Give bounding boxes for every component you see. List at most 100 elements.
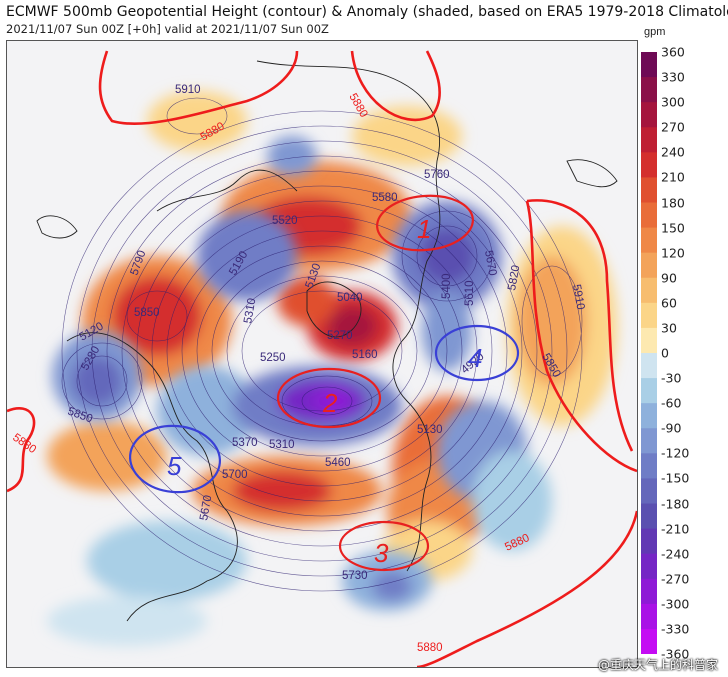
colorbar-cell: [641, 77, 657, 103]
ridge-line-east: [525, 200, 637, 473]
coastlines: [36, 60, 618, 622]
colorbar-tick-label: 150: [661, 220, 685, 236]
negative-anomaly-layer: [47, 136, 552, 646]
colorbar-tick-label: 0: [661, 345, 669, 361]
annotation-ellipse-2: [276, 367, 382, 429]
contour-label: 5400: [441, 273, 453, 299]
colorbar-tick-label: -60: [661, 395, 682, 411]
annotation-number-5: 5: [167, 451, 182, 481]
colorbar-tick-label: 30: [661, 320, 677, 336]
colorbar-cell: [641, 603, 657, 630]
annotation-ellipse-5: [128, 424, 222, 494]
annotation-number-3: 3: [374, 538, 389, 568]
contour-label: 5880: [417, 642, 443, 654]
contour-label: 5460: [325, 457, 351, 469]
colorbar-cell: [641, 578, 657, 605]
valid-time-subtitle: 2021/11/07 Sun 00Z [+0h] valid at 2021/1…: [6, 22, 329, 36]
colorbar-cell: [641, 277, 657, 304]
contour-label: 5310: [269, 439, 295, 451]
colorbar-cell: [641, 152, 657, 178]
annotation-ellipses: [128, 194, 520, 572]
contour-label: 5910: [175, 84, 201, 96]
polar-map: 5910 5880 5880 5880 5880 5880 5910 5760 …: [6, 40, 638, 668]
ridge-line-southeast: [416, 510, 637, 667]
ridge-line-east-outer: [526, 199, 634, 452]
colorbar-cell: [641, 302, 657, 329]
contour-label: 5760: [424, 169, 450, 181]
colorbar-cell: [641, 453, 657, 479]
contour-label: 5610: [464, 280, 476, 306]
contour-label: 5250: [260, 352, 286, 364]
colorbar-tick-label: -240: [661, 546, 690, 562]
colorbar-tick-label: -120: [661, 445, 690, 461]
contour-label: 5160: [352, 349, 378, 361]
colorbar-cell: [641, 177, 657, 203]
colorbar-tick-label: -180: [661, 496, 690, 511]
colorbar-tick-label: 360: [661, 44, 685, 60]
colorbar-unit: gpm: [644, 26, 666, 38]
contour-label: 5130: [417, 424, 443, 436]
colorbar-cell: [641, 127, 657, 153]
contour-label: 5700: [222, 469, 248, 481]
colorbar: [641, 52, 657, 654]
contour-label: 5370: [232, 437, 258, 449]
contour-label: 5310: [242, 297, 258, 324]
colorbar-cell: [641, 252, 657, 279]
contour-label: 5670: [198, 494, 214, 521]
annotation-numbers: 1 2 3 4 5: [167, 214, 482, 568]
colorbar-tick-label: 60: [661, 295, 677, 311]
colorbar-labels: 360 330 300 270 240 210 180 150 120 90 60 30 0 -30 -60…: [661, 45, 721, 662]
colorbar-tick-label: 120: [661, 245, 685, 261]
chart-title: ECMWF 500mb Geopotential Height (contour…: [6, 4, 728, 20]
watermark: @重庆天气上的科普家: [597, 658, 718, 672]
colorbar-tick-label: 90: [661, 270, 677, 286]
colorbar-tick-label: -270: [661, 571, 690, 587]
colorbar-tick-label: -330: [661, 621, 690, 637]
colorbar-tick-label: 300: [661, 94, 685, 110]
colorbar-cell: [641, 403, 657, 429]
contour-label: 5520: [272, 215, 298, 227]
colorbar-cell: [641, 102, 657, 128]
colorbar-cell: [641, 528, 657, 555]
colorbar-cell: [641, 628, 657, 654]
ridge-5880-lines: [7, 50, 637, 667]
colorbar-cell: [641, 52, 657, 78]
colorbar-tick-label: -90: [661, 420, 682, 436]
contour-label: 5270: [327, 330, 353, 342]
colorbar-cell: [641, 378, 657, 404]
ridge-line-north: [98, 50, 299, 125]
map-svg: 5910 5880 5880 5880 5880 5880 5910 5760 …: [7, 41, 637, 667]
colorbar-tick-label: -210: [661, 521, 690, 537]
annotation-ellipse-1: [376, 194, 474, 252]
ridge-line-west: [7, 407, 36, 493]
colorbar-tick-label: -360: [661, 646, 690, 662]
contour-label: 5910: [570, 283, 586, 310]
colorbar-tick-label: 180: [661, 195, 685, 210]
contour-label: 5820: [506, 264, 522, 291]
colorbar-cell: [641, 503, 657, 530]
contour-label: 5040: [337, 292, 363, 304]
annotation-number-4: 4: [468, 343, 482, 373]
annotation-ellipse-4: [434, 324, 520, 382]
colorbar-tick-label: -30: [661, 370, 682, 386]
colorbar-cell: [641, 428, 657, 454]
annotation-ellipse-3: [338, 520, 430, 572]
ridge-line-northeast: [350, 50, 441, 122]
contour-label: 5580: [372, 192, 398, 204]
contour-label: 5670: [482, 249, 498, 276]
colorbar-tick-label: 210: [661, 169, 685, 185]
colorbar-cell: [641, 327, 657, 354]
colorbar-tick-label: -150: [661, 470, 690, 486]
colorbar-cell: [641, 478, 657, 504]
colorbar-cells: [641, 52, 657, 654]
annotation-number-2: 2: [322, 388, 338, 418]
colorbar-tick-label: 330: [661, 69, 685, 85]
contour-label: 5730: [342, 570, 368, 582]
colorbar-cell: [641, 553, 657, 580]
colorbar-tick-label: 270: [661, 119, 685, 135]
colorbar-cell: [641, 202, 657, 229]
colorbar-cell: [641, 353, 657, 379]
annotation-number-1: 1: [417, 214, 431, 244]
colorbar-tick-label: 240: [661, 144, 685, 160]
contour-label: 5850: [134, 307, 160, 319]
